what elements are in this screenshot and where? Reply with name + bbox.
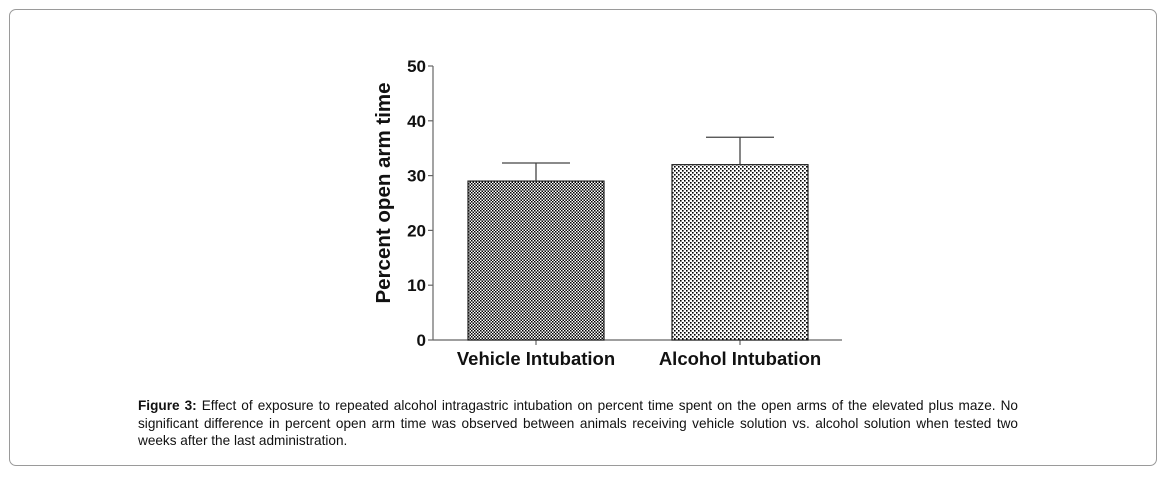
y-tick-label: 40: [407, 112, 426, 131]
bar: [671, 164, 809, 341]
y-tick-label: 50: [407, 57, 426, 76]
chart-labels: 0 10 20 30 40 50 Percent open arm time Vehicle …: [372, 57, 821, 369]
x-tick-label: Vehicle Intubation: [457, 348, 615, 369]
bar: [467, 180, 605, 341]
caption-label: Figure 3:: [138, 398, 197, 413]
chart-bars: [467, 136, 809, 341]
y-tick-label: 10: [407, 276, 426, 295]
y-axis-title: Percent open arm time: [372, 82, 395, 303]
x-tick-label: Alcohol Intubation: [659, 348, 821, 369]
y-tick-label: 20: [407, 221, 426, 240]
y-tick-label: 30: [407, 167, 426, 186]
caption-text: Effect of exposure to repeated alcohol i…: [138, 398, 1018, 448]
figure-caption: Figure 3: Effect of exposure to repeated…: [138, 397, 1018, 450]
y-tick-label: 0: [417, 331, 426, 350]
